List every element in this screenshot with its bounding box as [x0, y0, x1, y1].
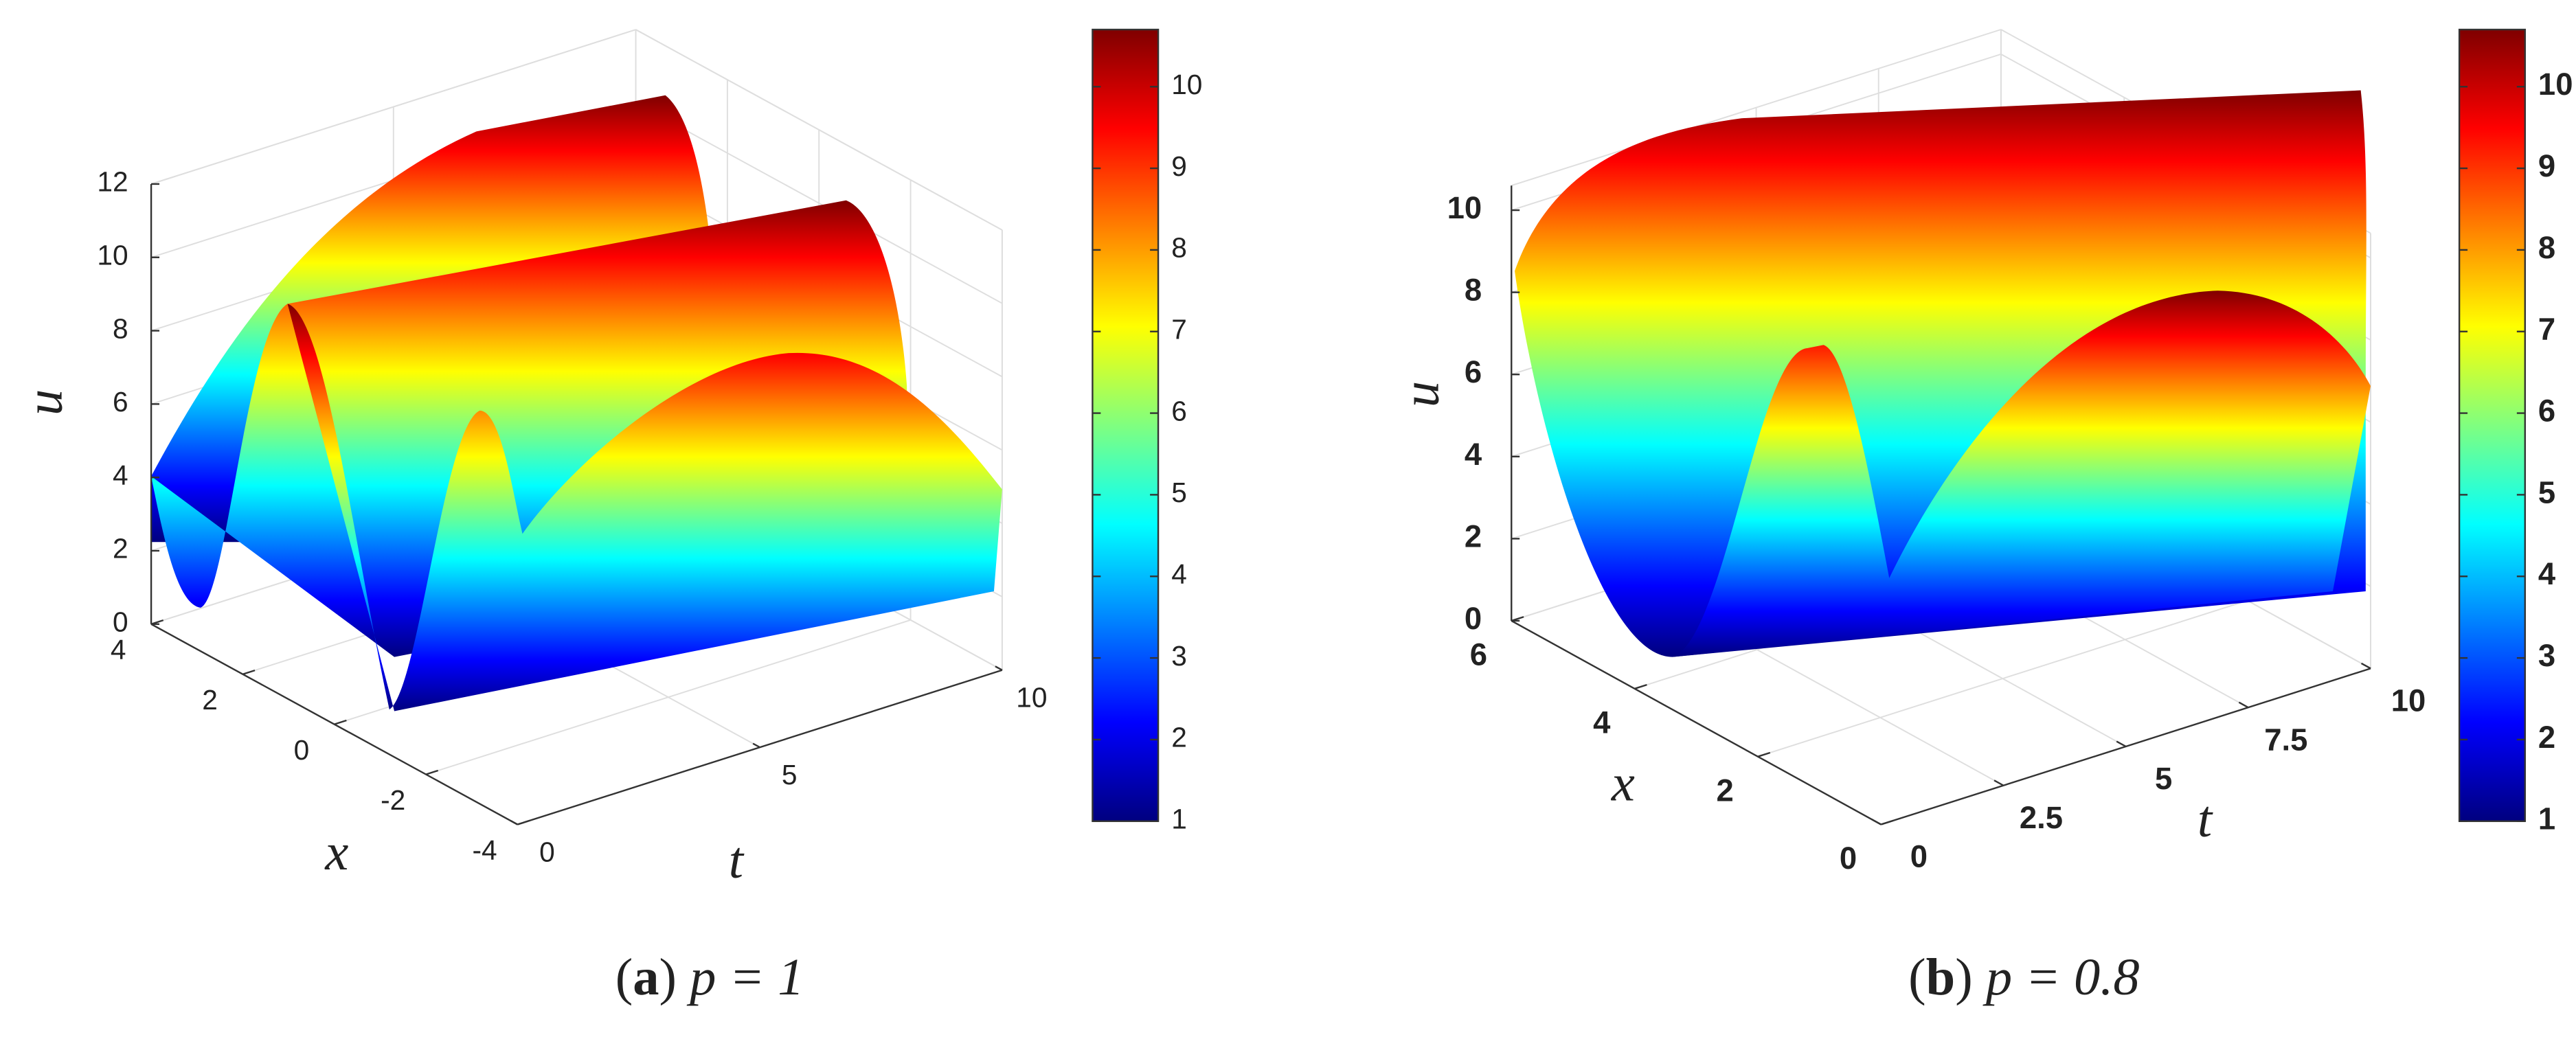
x-tick-label: 0	[294, 734, 310, 766]
z-tick-label: 6	[1465, 354, 1482, 389]
colorbar-tick-label: 8	[1171, 232, 1187, 264]
t-tick	[995, 665, 1003, 671]
x-tick	[1880, 819, 1894, 825]
caption-part: (	[1908, 948, 1925, 1006]
caption-part: b	[1926, 948, 1956, 1006]
box-edge	[635, 29, 1003, 231]
colorbar-tick-label: 5	[1171, 477, 1187, 508]
colorbar-tick-label: 7	[2538, 312, 2555, 347]
colorbar	[2458, 28, 2527, 822]
z-tick-label: 0	[113, 606, 128, 638]
x-tick-label: 0	[1840, 841, 1857, 876]
t-tick-label: 0	[539, 836, 555, 867]
z-tick-label: 8	[113, 312, 128, 344]
colorbar-tick-label: 9	[1171, 150, 1187, 182]
colorbar-tick-label: 7	[1171, 313, 1187, 345]
surface-front	[287, 304, 1002, 711]
x-tick-label: -4	[472, 834, 497, 866]
x-tick	[150, 619, 164, 625]
z-tick-label: 2	[1465, 518, 1482, 554]
colorbar-tick-label: 2	[2538, 720, 2555, 755]
x-tick	[1511, 616, 1524, 622]
colorbar-tick-label: 10	[2538, 67, 2573, 102]
t-tick-label: 2.5	[2020, 800, 2063, 835]
caption-part: )	[1955, 948, 1972, 1006]
caption: (a) p = 1	[615, 948, 804, 1006]
t-tick	[2238, 701, 2249, 709]
t-tick-label: 10	[1016, 682, 1047, 714]
z-tick-label: 10	[97, 239, 128, 271]
t-tick-label: 5	[2155, 761, 2172, 796]
t-tick	[2360, 662, 2371, 670]
z-tick-label: 0	[1465, 601, 1482, 636]
t-axis-label: t	[729, 831, 745, 889]
x-tick-label: 4	[1593, 705, 1611, 740]
t-tick-label: 7.5	[2264, 722, 2307, 757]
caption-part: p = 0.8	[1982, 948, 2140, 1006]
x-tick	[1757, 751, 1771, 757]
caption-part: (	[615, 948, 633, 1006]
x-tick-label: -2	[381, 784, 405, 816]
x-tick	[425, 769, 439, 775]
colorbar-tick-label: 1	[1171, 803, 1187, 834]
colorbar-tick-label: 4	[2538, 556, 2556, 591]
box-edge	[1511, 29, 2002, 187]
x-tick	[1634, 683, 1647, 690]
colorbar-tick-label: 6	[2538, 394, 2555, 429]
colorbar-tick-label: 9	[2538, 148, 2555, 183]
colorbar-tick-label: 8	[2538, 230, 2555, 265]
z-axis-label: u	[1391, 381, 1449, 407]
colorbar-tick-label: 1	[2538, 801, 2555, 836]
z-tick-label: 4	[1465, 437, 1482, 472]
surface-a	[151, 95, 1002, 711]
z-tick-label: 12	[97, 166, 128, 198]
t-tick	[752, 742, 760, 749]
t-axis-label: t	[2197, 790, 2213, 848]
x-tick	[334, 719, 347, 725]
colorbar-tick-label: 5	[2538, 475, 2555, 510]
surface-front	[1672, 290, 2371, 657]
z-axis-label: u	[14, 389, 73, 415]
z-tick-label: 8	[1465, 273, 1482, 308]
grid-line	[1757, 600, 2248, 757]
t-tick	[1993, 779, 2004, 786]
x-tick	[517, 819, 530, 825]
t-tick	[1871, 819, 1882, 825]
colorbar-tick-label: 10	[1171, 69, 1202, 100]
z-tick-label: 4	[113, 459, 128, 491]
x-axis	[1511, 619, 1882, 825]
t-tick	[2116, 740, 2127, 747]
z-tick-label: 10	[1447, 190, 1482, 225]
x-tick-label: 4	[111, 634, 126, 665]
x-tick-label: 2	[202, 684, 218, 716]
colorbar	[1092, 28, 1160, 822]
grid-line	[425, 619, 911, 775]
t-tick-label: 10	[2391, 683, 2426, 718]
caption-part: a	[633, 948, 659, 1006]
t-tick-label: 5	[782, 759, 798, 790]
colorbar-tick-label: 3	[2538, 638, 2555, 673]
colorbar-tick-label: 4	[1171, 558, 1187, 590]
surface-b	[1515, 90, 2371, 657]
x-axis-label: x	[1611, 753, 1635, 812]
caption-part: p = 1	[686, 948, 804, 1006]
colorbar-tick-label: 3	[1171, 640, 1187, 672]
caption: (b) p = 0.8	[1908, 948, 2139, 1006]
z-tick-label: 6	[113, 386, 128, 418]
t-tick	[510, 820, 518, 825]
colorbar-tick-label: 6	[1171, 395, 1187, 426]
z-tick-label: 2	[113, 533, 128, 565]
x-tick	[242, 669, 256, 675]
caption-part: )	[659, 948, 677, 1006]
t-tick-label: 0	[1910, 839, 1928, 874]
x-tick-label: 6	[1470, 637, 1487, 672]
x-tick-label: 2	[1717, 773, 1734, 808]
box-edge	[150, 29, 636, 185]
colorbar-tick-label: 2	[1171, 722, 1187, 753]
x-axis-label: x	[324, 823, 348, 881]
